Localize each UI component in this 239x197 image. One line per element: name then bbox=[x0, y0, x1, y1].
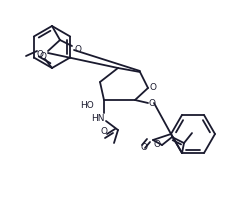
Text: O: O bbox=[150, 83, 157, 91]
Text: O: O bbox=[39, 51, 47, 60]
Text: HN: HN bbox=[91, 113, 105, 123]
Text: O: O bbox=[101, 127, 108, 137]
Text: O: O bbox=[75, 45, 81, 54]
Text: O: O bbox=[148, 98, 156, 108]
Text: O: O bbox=[37, 49, 43, 59]
Text: O: O bbox=[153, 139, 161, 149]
Text: HO: HO bbox=[80, 100, 94, 110]
Text: O: O bbox=[141, 142, 147, 151]
